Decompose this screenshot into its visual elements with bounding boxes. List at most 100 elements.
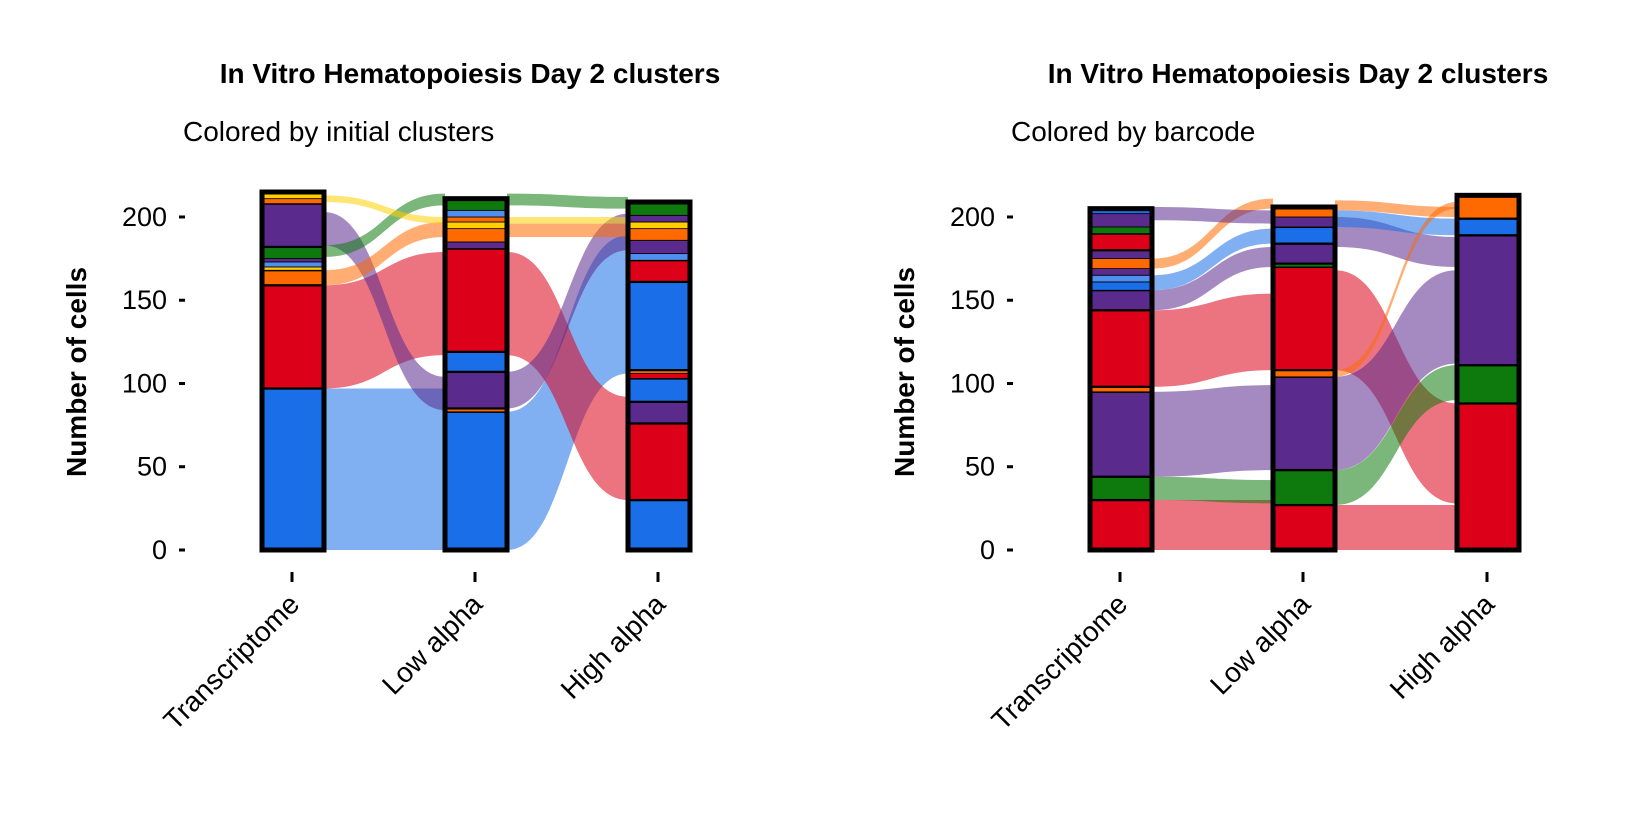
stratum-segment-red (626, 422, 692, 502)
y-tick-label: 0 (980, 535, 995, 565)
flow-ribbon-orange (507, 223, 628, 237)
stratum-segment-red (1455, 402, 1521, 552)
stratum-segment-red (627, 373, 691, 379)
y-axis: 0 50 100 150 200 (122, 202, 185, 565)
stratum-segment-purple (1272, 216, 1336, 228)
stratum-segment-blue (443, 410, 509, 552)
flow-ribbon-red (1152, 293, 1273, 387)
stratum-segment-purple (1455, 234, 1521, 367)
stratum-segment-red (626, 259, 692, 284)
chart-subtitle: Colored by initial clusters (183, 116, 494, 147)
stratum-segment-blue (443, 350, 509, 373)
flow-ribbon-orange (1335, 201, 1457, 377)
stratum-segment-sky (444, 209, 508, 218)
stratum-segment-sky (261, 261, 325, 268)
stratum-bar (1087, 206, 1155, 553)
stratum-segment-orange (444, 216, 508, 223)
flow-ribbon-yellow (324, 195, 445, 224)
stratum-segment-purple (1089, 213, 1153, 228)
stratum-segment-red (1088, 309, 1154, 388)
stratum-segment-sky (627, 253, 691, 261)
stratum-segment-green (1088, 475, 1154, 502)
stratum-segment-blue (626, 280, 692, 372)
stratum-segment-yellow (261, 266, 325, 271)
stratum-segment-yellow (444, 221, 508, 230)
flow-ribbon-green (507, 193, 628, 209)
chart-title: In Vitro Hematopoiesis Day 2 clusters (1048, 58, 1549, 89)
stratum-outline (1087, 206, 1155, 553)
stratum-bar (1270, 204, 1338, 553)
stratum-bar (1454, 192, 1522, 553)
flow-layer (1152, 198, 1457, 550)
flow-ribbon-red (1152, 500, 1273, 550)
stratum-bar (259, 189, 327, 553)
stratum-segment-purple (1088, 289, 1154, 312)
stratum-segment-purple (444, 241, 508, 250)
flow-ribbon-purple (1152, 385, 1273, 477)
stratum-outline (259, 189, 327, 553)
stratum-segment-red (1271, 265, 1337, 372)
stratum-outline (442, 196, 510, 553)
stratum-segment-purple (1088, 390, 1154, 478)
y-tick-label: 50 (965, 452, 995, 482)
stratum-segment-purple (627, 239, 691, 255)
stratum-segment-red (1088, 232, 1154, 252)
flow-ribbon-blue (1335, 210, 1457, 236)
flow-ribbon-orange (324, 221, 445, 286)
flow-ribbon-orange (1335, 200, 1457, 217)
stratum-segment-purple (627, 214, 691, 223)
y-axis: 0 50 100 150 200 (950, 202, 1013, 565)
stratum-segment-blue (1089, 281, 1153, 291)
stratum-segment-orange (444, 228, 508, 243)
x-axis: Transcriptome Low alpha High alpha (986, 572, 1501, 736)
y-tick-label: 150 (950, 285, 995, 315)
strata-layer (259, 189, 693, 553)
stratum-segment-green (261, 246, 325, 260)
chart-subtitle: Colored by barcode (1011, 116, 1255, 147)
flow-ribbon-green (1335, 365, 1457, 506)
stratum-bar (442, 196, 510, 553)
flow-ribbon-purple (1152, 206, 1273, 224)
stratum-segment-purple (1271, 375, 1337, 472)
x-axis: Transcriptome Low alpha High alpha (158, 572, 672, 736)
stratum-segment-purple (443, 370, 509, 410)
flow-ribbon-orange (1152, 198, 1273, 269)
stratum-segment-blue (260, 387, 326, 552)
flow-ribbon-purple (507, 213, 628, 409)
stratum-segment-orange (1089, 258, 1153, 269)
y-axis-label: Number of cells (61, 267, 92, 477)
stratum-segment-purple (260, 202, 326, 249)
stratum-outline (1270, 204, 1338, 553)
flow-ribbon-green (324, 193, 445, 257)
y-tick-label: 100 (122, 368, 167, 398)
stratum-segment-purple (1271, 242, 1337, 265)
stratum-segment-purple (1089, 268, 1153, 276)
y-tick-label: 150 (122, 285, 167, 315)
panel-barcode: In Vitro Hematopoiesis Day 2 clusters Co… (889, 58, 1548, 736)
y-tick-label: 200 (122, 202, 167, 232)
stratum-segment-yellow (627, 221, 691, 230)
stratum-segment-orange (261, 198, 325, 205)
stratum-segment-blue (626, 498, 692, 552)
x-tick-label: Transcriptome (158, 588, 306, 736)
x-tick-label: Low alpha (1204, 588, 1316, 700)
flow-ribbon-purple (1152, 246, 1273, 311)
stratum-segment-blue (1271, 225, 1337, 245)
x-tick-label: High alpha (1384, 588, 1501, 705)
stratum-segment-purple (261, 258, 325, 263)
stratum-segment-purple (1089, 249, 1153, 260)
stratum-outline (1454, 192, 1522, 553)
stratum-segment-red (1271, 503, 1337, 552)
stratum-segment-green (1455, 364, 1521, 405)
panel-initial-clusters: In Vitro Hematopoiesis Day 2 clusters Co… (61, 58, 720, 736)
x-tick-label: High alpha (555, 588, 672, 705)
flow-ribbon-purple (1335, 216, 1457, 267)
stratum-segment-green (1089, 226, 1153, 235)
stratum-segment-sky (1089, 274, 1153, 283)
flow-ribbon-red (1335, 505, 1457, 550)
x-tick-label: Transcriptome (986, 588, 1134, 736)
flow-ribbon-red (507, 251, 628, 501)
stratum-segment-red (443, 247, 509, 353)
